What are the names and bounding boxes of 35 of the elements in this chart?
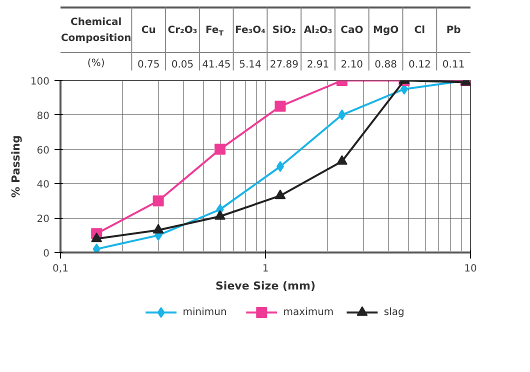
text: 0.12 xyxy=(408,60,431,70)
x-tick-label: 0,1 xyxy=(52,264,68,274)
y-tick-label: 60 xyxy=(36,145,50,156)
text: 41.45 xyxy=(202,60,231,70)
category-label: SiO₂ xyxy=(272,25,296,36)
y-tick-label: 100 xyxy=(30,76,50,88)
y-axis-title: % Passing xyxy=(9,135,22,198)
text: 5.14 xyxy=(239,60,262,70)
category-label: MgO xyxy=(372,25,399,36)
category-label: Al₂O₃ xyxy=(304,25,332,36)
y-tick-label: 20 xyxy=(36,214,50,226)
category-label: Fe₃O₄ xyxy=(235,25,266,36)
text: 2.10 xyxy=(340,60,364,70)
text: 2.91 xyxy=(306,60,330,70)
text: 0.88 xyxy=(374,60,397,70)
category-label: Cl xyxy=(414,25,426,36)
legend-label: minimun xyxy=(182,307,227,318)
x-tick-label: 10 xyxy=(464,264,477,274)
text: 27.89 xyxy=(270,60,298,70)
x-axis-title: Sieve Size (mm) xyxy=(216,280,316,292)
text: 0.11 xyxy=(442,60,465,70)
y-tick-label: 0 xyxy=(43,248,50,260)
text: 0.75 xyxy=(137,60,160,70)
x-tick-label: 1 xyxy=(262,264,269,274)
text: (%) xyxy=(87,58,105,69)
category-label: Cu xyxy=(141,25,156,36)
legend-label: slag xyxy=(384,307,404,318)
category-label: Cr₂O₃ xyxy=(168,25,198,36)
text: Chemical Composition xyxy=(60,17,132,44)
y-tick-label: 80 xyxy=(36,110,50,122)
legend-label: maximum xyxy=(283,307,334,318)
y-tick-label: 40 xyxy=(36,180,50,191)
category-label: CaO xyxy=(340,25,364,36)
category-label: Pb xyxy=(446,25,461,36)
text: 0.05 xyxy=(171,60,194,70)
